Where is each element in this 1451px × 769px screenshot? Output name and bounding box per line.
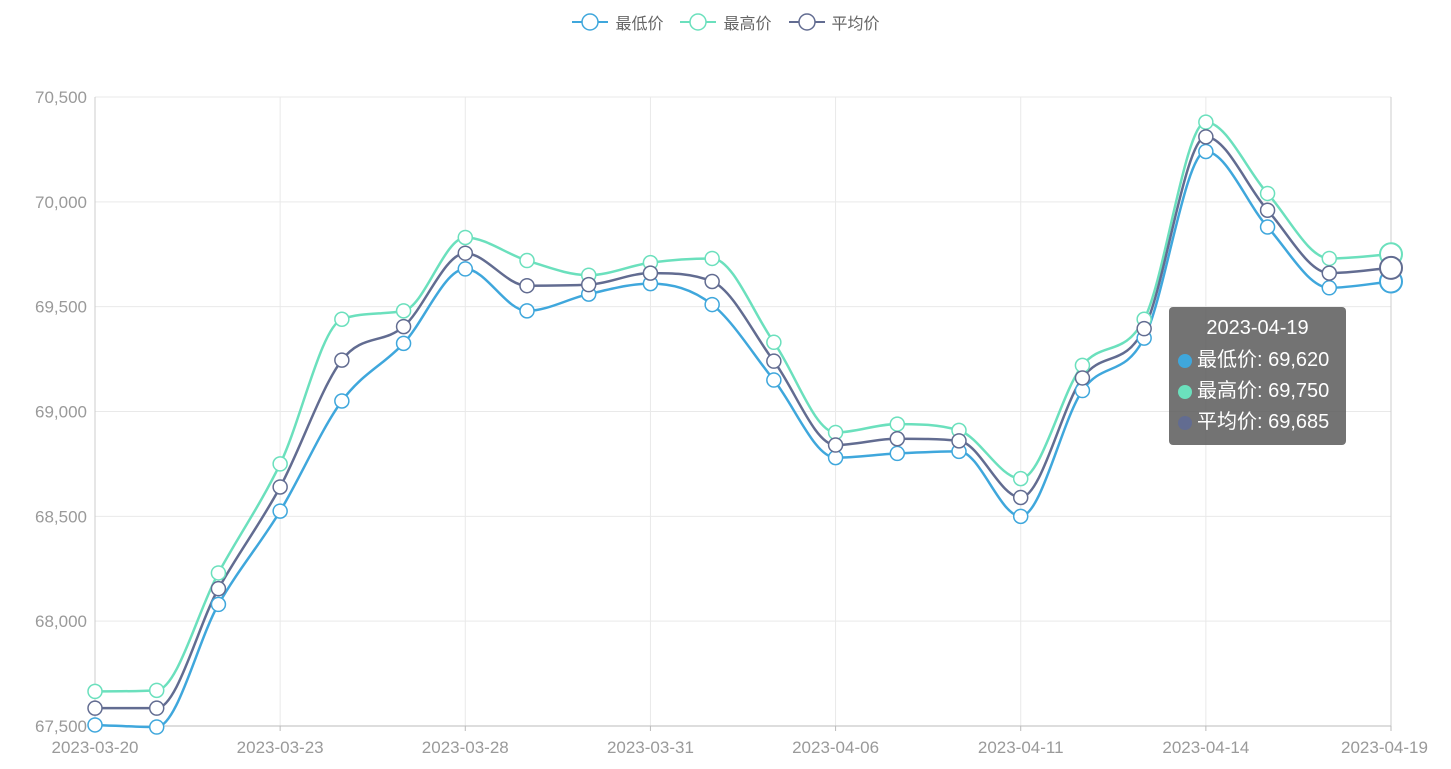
tooltip: 2023-04-19 最低价: 69,620 最高价: 69,750 平均价: … — [1169, 307, 1346, 445]
data-point-min — [334, 393, 350, 409]
data-point-avg — [642, 265, 659, 281]
data-point-min — [704, 296, 720, 313]
data-point-min — [1198, 143, 1214, 160]
data-point-min — [457, 261, 474, 277]
data-point-min — [889, 445, 906, 462]
data-point-avg — [148, 700, 165, 716]
data-point-avg — [334, 352, 350, 368]
data-point-max — [766, 334, 782, 351]
x-tick-label: 2023-03-23 — [237, 738, 324, 757]
data-point-min — [210, 596, 227, 613]
data-point-min — [272, 503, 288, 519]
data-point-max — [457, 229, 474, 246]
data-point-max — [1321, 250, 1338, 267]
legend-label-avg: 平均价 — [831, 16, 880, 33]
data-point-max — [519, 252, 535, 269]
data-point-max — [704, 250, 720, 267]
x-tick-label: 2023-03-20 — [52, 738, 139, 757]
legend-item-min[interactable]: 最低价 — [571, 10, 663, 34]
data-point-avg — [951, 433, 967, 449]
series-line-max — [94, 120, 1392, 693]
tooltip-dot-icon — [1178, 415, 1192, 430]
data-point-avg — [1136, 320, 1152, 337]
data-point-min — [1259, 219, 1276, 235]
data-point-max — [1012, 470, 1029, 487]
data-point-avg — [519, 277, 535, 294]
data-point-min — [87, 717, 103, 733]
legend: 最低价 最高价 平均价 — [0, 10, 1451, 34]
data-point-avg — [87, 700, 103, 716]
y-tick-label: 68,500 — [35, 507, 87, 526]
data-point-avg — [1012, 489, 1029, 506]
series-line-min — [94, 150, 1392, 729]
y-tick-label: 68,000 — [35, 612, 87, 631]
data-point-avg — [889, 431, 906, 447]
data-point-max — [87, 683, 103, 700]
legend-item-max[interactable]: 最高价 — [679, 10, 772, 34]
data-point-avg — [1321, 265, 1338, 281]
legend-item-avg[interactable]: 平均价 — [788, 10, 880, 34]
tooltip-row-max: 最高价: 69,750 — [1178, 376, 1337, 407]
tooltip-value-max: 最高价: 69,750 — [1197, 380, 1330, 402]
data-point-avg — [1074, 370, 1091, 386]
data-point-avg — [1198, 129, 1214, 145]
tooltip-dot-icon — [1178, 353, 1192, 368]
data-point-min — [766, 372, 782, 388]
data-point-max — [1259, 185, 1276, 202]
data-point-avg — [395, 318, 412, 335]
data-point-max — [395, 303, 412, 319]
data-point-min — [395, 335, 412, 352]
data-point-max — [210, 565, 227, 581]
data-point-min — [1321, 280, 1338, 296]
data-point-avg — [1259, 202, 1276, 218]
y-tick-label: 69,500 — [35, 298, 87, 317]
data-point-avg — [766, 353, 782, 369]
x-tick-label: 2023-04-11 — [978, 738, 1064, 757]
series-line-avg — [94, 135, 1392, 710]
data-point-min — [148, 719, 165, 735]
legend-line-circle-icon — [572, 13, 609, 31]
data-point-avg — [1379, 255, 1403, 280]
x-tick-label: 2023-04-14 — [1162, 738, 1249, 757]
tooltip-dot-icon — [1178, 384, 1192, 399]
data-point-max — [272, 456, 288, 472]
data-point-min — [1012, 508, 1029, 525]
data-point-min — [519, 303, 535, 319]
x-tick-label: 2023-03-31 — [607, 738, 694, 757]
data-point-max — [148, 682, 165, 699]
data-point-max — [1198, 114, 1214, 130]
x-tick-label: 2023-04-06 — [792, 738, 879, 757]
data-point-max — [334, 311, 350, 327]
tooltip-title: 2023-04-19 — [1206, 317, 1309, 339]
data-point-avg — [580, 276, 597, 293]
tooltip-value-min: 最低价: 69,620 — [1197, 349, 1330, 371]
x-tick-label: 2023-03-28 — [422, 738, 509, 757]
x-tick-label: 2023-04-19 — [1341, 738, 1428, 757]
legend-label-max: 最高价 — [723, 16, 772, 33]
data-point-max — [889, 416, 906, 432]
data-point-avg — [210, 580, 227, 597]
data-point-avg — [827, 437, 844, 453]
y-tick-label: 70,500 — [35, 88, 87, 107]
tooltip-row-avg: 平均价: 69,685 — [1178, 407, 1337, 438]
legend-label-min: 最低价 — [615, 16, 664, 33]
tooltip-value-avg: 平均价: 69,685 — [1197, 411, 1330, 433]
legend-line-circle-icon — [788, 13, 825, 31]
legend-line-circle-icon — [680, 13, 717, 31]
y-tick-label: 69,000 — [35, 403, 87, 422]
tooltip-row-min: 最低价: 69,620 — [1178, 345, 1337, 376]
data-point-avg — [272, 479, 288, 495]
y-tick-label: 67,500 — [35, 717, 87, 736]
y-tick-label: 70,000 — [35, 193, 87, 212]
data-point-avg — [704, 273, 720, 290]
data-point-avg — [457, 245, 474, 261]
